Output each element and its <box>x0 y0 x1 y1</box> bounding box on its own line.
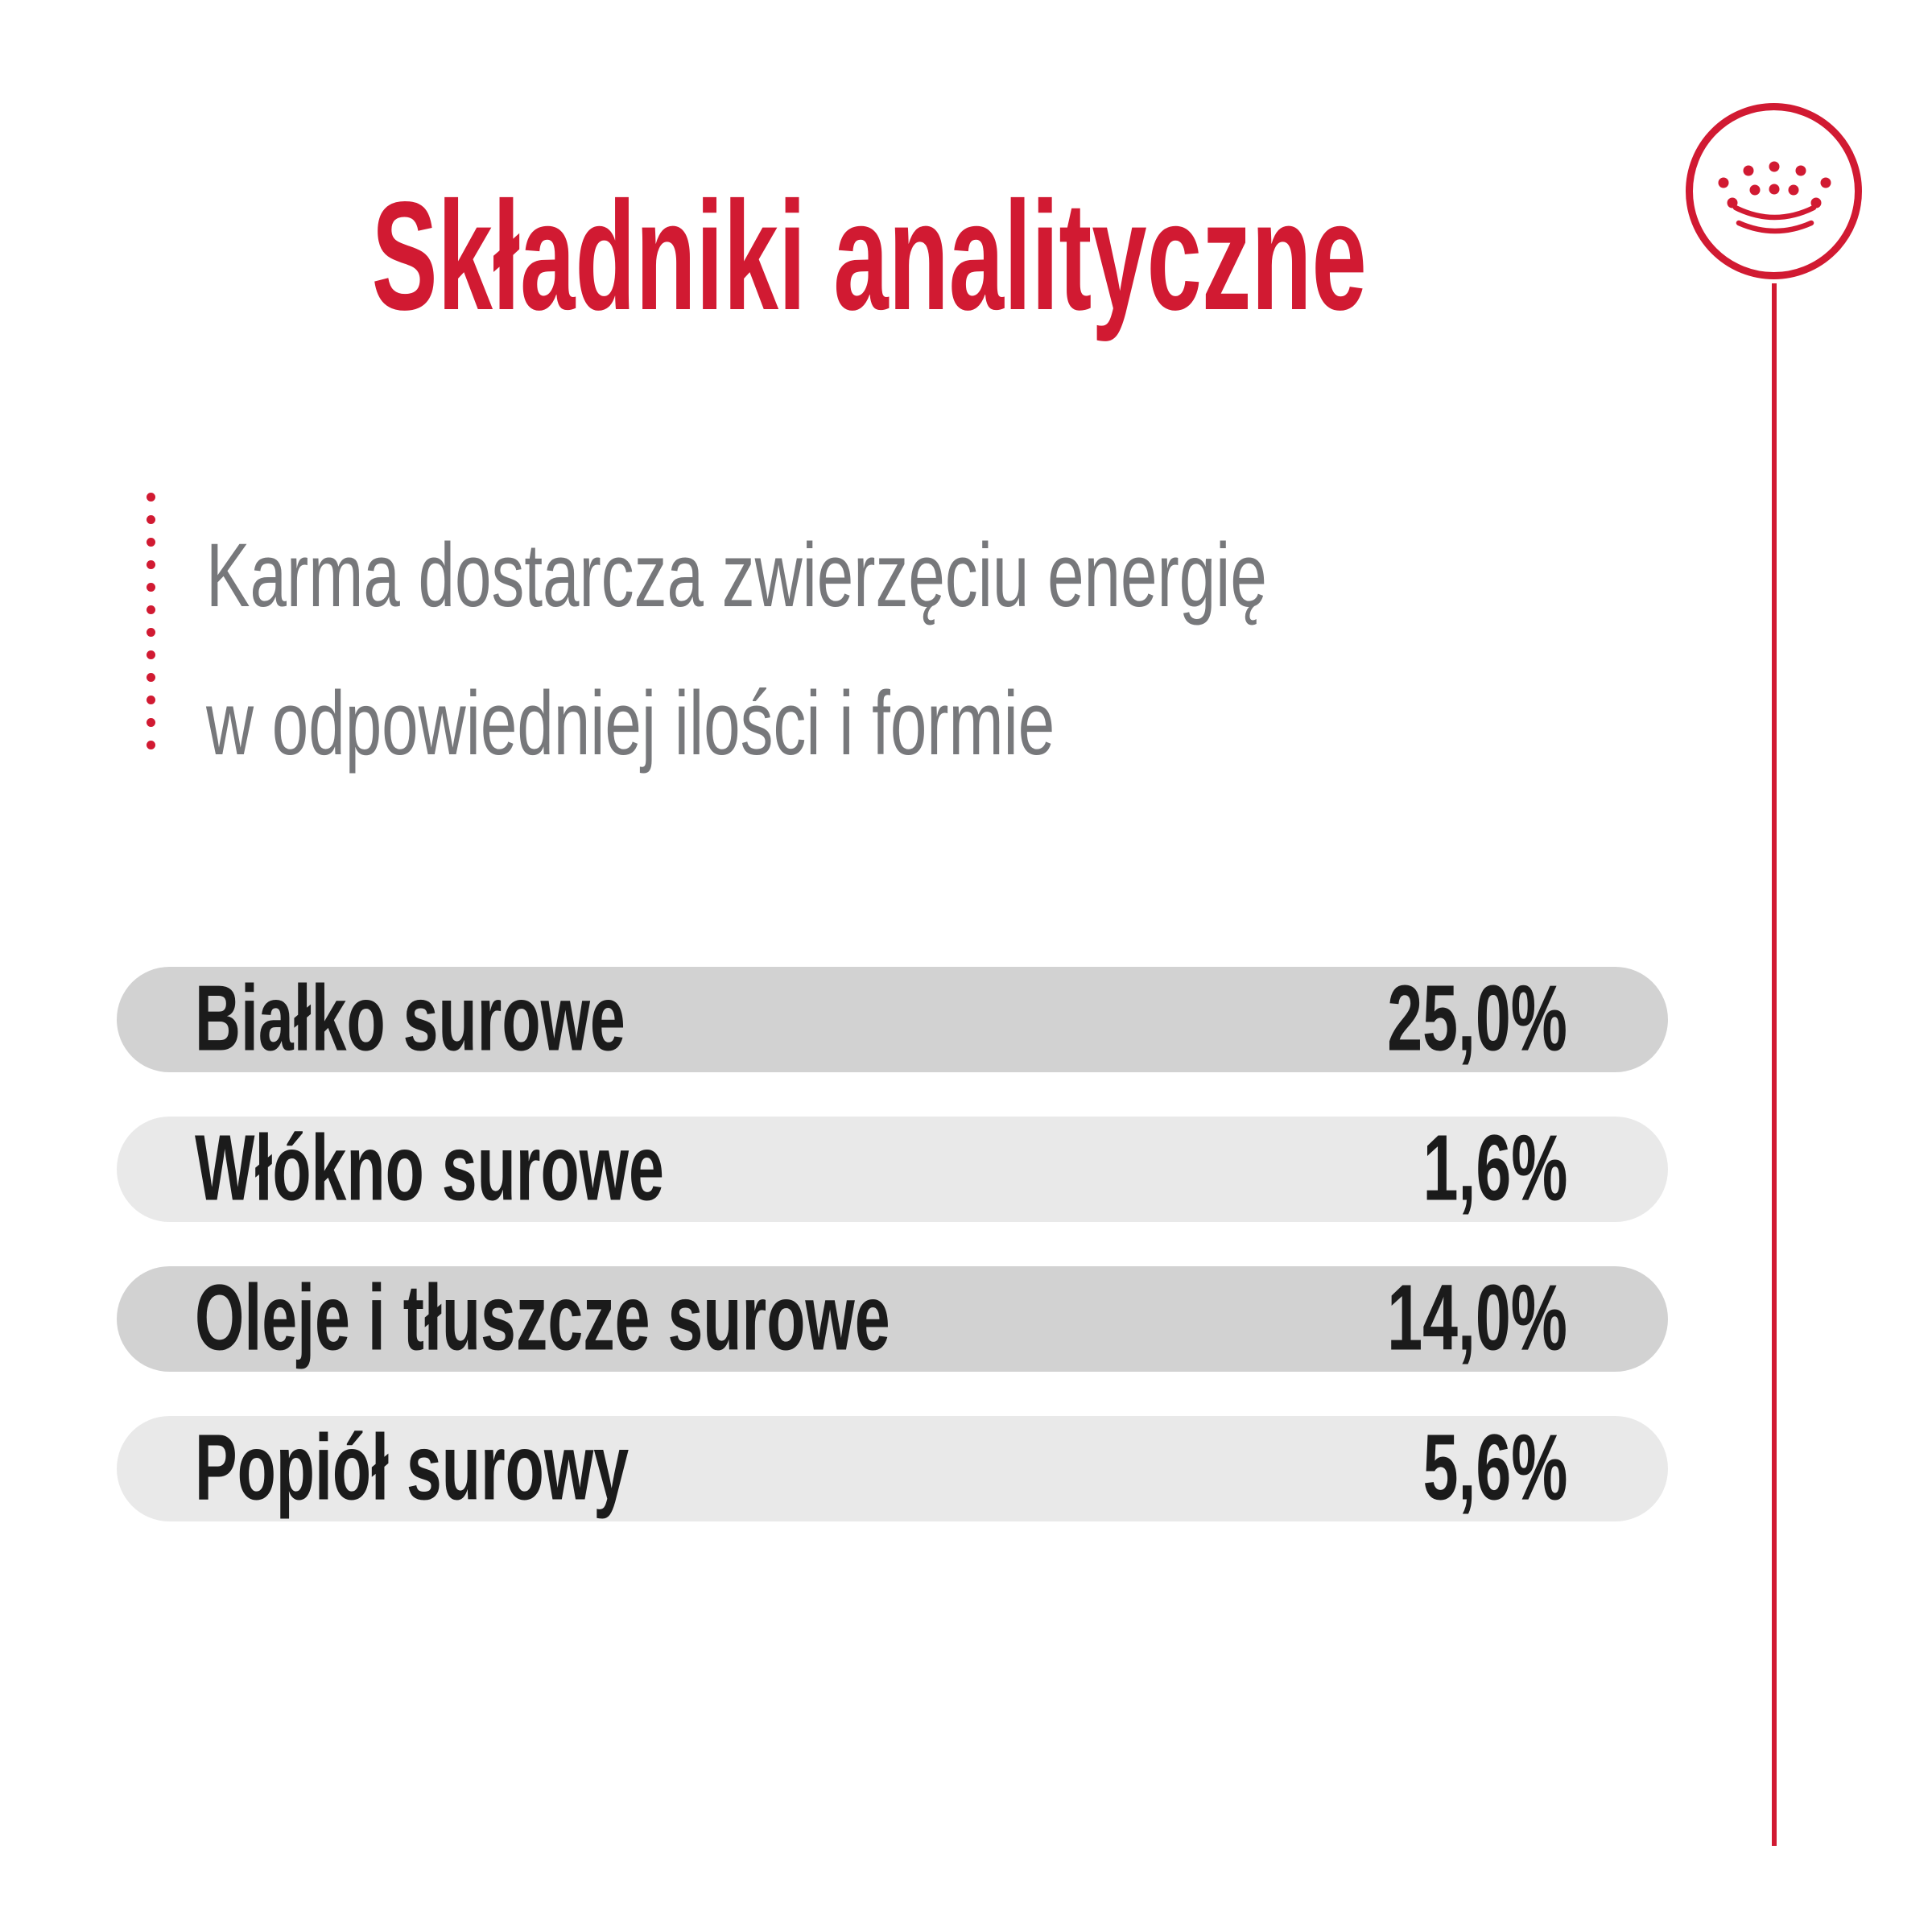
row-label: Popiół surowy <box>195 1414 630 1519</box>
row-label: Białko surowe <box>195 964 625 1070</box>
row-value: 14,0% <box>1387 1264 1567 1369</box>
table-row: Oleje i tłuszcze surowe 14,0% <box>117 1264 1668 1372</box>
crown-dots <box>1718 161 1831 208</box>
red-dot <box>147 605 155 614</box>
row-value: 5,6% <box>1422 1414 1567 1519</box>
red-dot <box>147 583 155 592</box>
red-dot <box>147 718 155 727</box>
red-dot <box>147 741 155 749</box>
red-dot <box>147 650 155 659</box>
page-title: Składniki analityczne <box>0 179 1739 333</box>
red-dot <box>147 696 155 704</box>
intro-line-1: Karma dostarcza zwierzęciu energię <box>206 525 1267 625</box>
red-dot <box>147 538 155 547</box>
page-title-text: Składniki analityczne <box>371 169 1368 342</box>
table-row: Białko surowe 25,0% <box>117 964 1668 1072</box>
red-dot <box>147 515 155 524</box>
red-dot <box>147 628 155 637</box>
table-row: Włókno surowe 1,6% <box>117 1115 1668 1222</box>
dotted-accent-line <box>147 493 155 749</box>
row-label: Oleje i tłuszcze surowe <box>195 1264 890 1369</box>
crown-base-arcs <box>1732 204 1817 234</box>
royal-canin-crown-icon <box>1686 103 1862 279</box>
row-value: 25,0% <box>1387 964 1567 1070</box>
row-label: Włókno surowe <box>195 1114 664 1220</box>
intro-line-2: w odpowiedniej ilości i formie <box>206 673 1055 774</box>
row-value: 1,6% <box>1422 1114 1567 1220</box>
vertical-divider-line <box>1772 283 1777 1846</box>
intro-description: Karma dostarcza zwierzęciu energię w odp… <box>206 515 1659 811</box>
red-dot <box>147 560 155 569</box>
logo-circle <box>1686 103 1862 279</box>
table-row: Popiół surowy 5,6% <box>117 1414 1668 1521</box>
red-dot <box>147 673 155 682</box>
red-dot <box>147 493 155 502</box>
